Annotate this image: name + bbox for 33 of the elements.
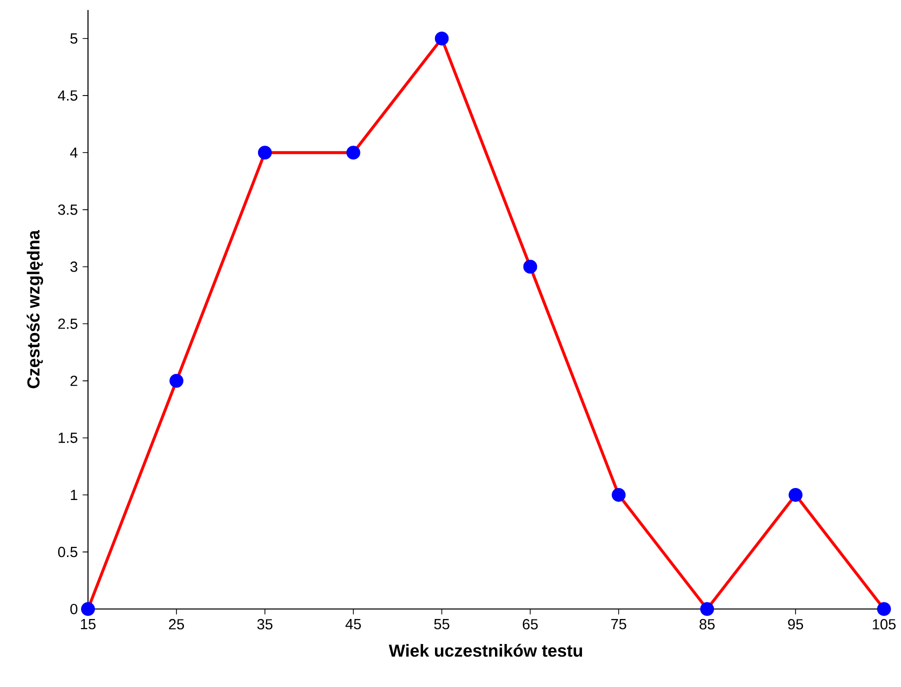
point bbox=[258, 146, 272, 160]
x-tick-label: 105 bbox=[872, 619, 896, 630]
y-tick-label: 0.5 bbox=[58, 546, 78, 558]
x-tick-label: 85 bbox=[700, 619, 715, 630]
x-tick-label: 75 bbox=[611, 619, 626, 630]
y-tick-label: 1.5 bbox=[58, 432, 78, 443]
y-tick-label: 3.5 bbox=[58, 204, 78, 215]
x-tick-label: 15 bbox=[80, 619, 96, 630]
point bbox=[434, 32, 449, 46]
y-tick-label: 5 bbox=[70, 33, 78, 44]
y-tick-label: 2 bbox=[70, 376, 78, 386]
x-tick-label: 95 bbox=[788, 619, 804, 630]
point bbox=[612, 488, 626, 502]
point bbox=[877, 602, 891, 616]
point bbox=[788, 488, 802, 502]
point bbox=[170, 374, 184, 388]
y-tick-label: 4.5 bbox=[58, 90, 78, 101]
x-tick-label: 45 bbox=[346, 619, 361, 630]
point bbox=[346, 146, 360, 160]
x-tick-label: 55 bbox=[434, 619, 450, 630]
y-tick-label: 2.5 bbox=[58, 318, 78, 329]
y-tick-label: 3 bbox=[70, 262, 78, 272]
y-tick-label: 1 bbox=[70, 490, 78, 500]
point bbox=[700, 602, 714, 616]
x-tick-label: 65 bbox=[522, 619, 538, 630]
y-tick-label: 4 bbox=[70, 148, 78, 158]
y-axis-title: Częstość względna bbox=[26, 230, 44, 388]
x-tick-label: 35 bbox=[257, 619, 272, 630]
x-axis-title: Wiek uczestników testu bbox=[388, 644, 582, 657]
point bbox=[81, 602, 95, 616]
y-tick-label: 0 bbox=[70, 604, 78, 614]
point bbox=[523, 260, 538, 274]
x-tick-label: 25 bbox=[169, 619, 184, 630]
